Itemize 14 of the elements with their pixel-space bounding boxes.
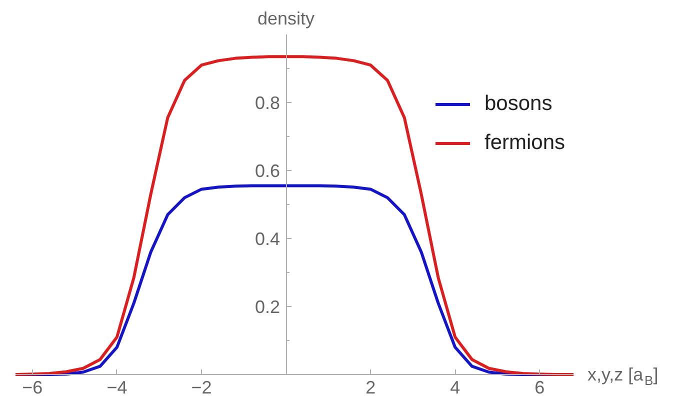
y-tick-label: 0.6	[255, 161, 280, 181]
line-series	[14, 55, 575, 376]
x-tick-label: 6	[534, 378, 545, 398]
x-tick-label: −4	[106, 378, 128, 398]
legend-label: fermions	[484, 130, 566, 156]
y-axis-title: density	[258, 8, 315, 28]
x-tick-label: −6	[22, 378, 43, 398]
y-tick-label: 0.8	[255, 93, 280, 113]
x-tick-label: 4	[450, 378, 460, 398]
y-tick-label: 0.2	[255, 297, 280, 317]
x-tick-label: 2	[366, 378, 376, 398]
legend-label: bosons	[484, 91, 552, 117]
y-tick-label: 0.4	[255, 229, 280, 249]
x-tick-label: −2	[191, 378, 212, 398]
